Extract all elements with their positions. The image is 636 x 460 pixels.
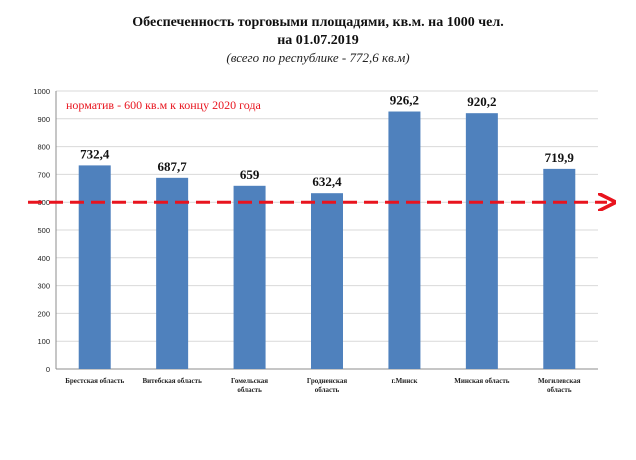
norm-layer: норматив - 600 кв.м к концу 2020 года [28, 98, 607, 202]
bar [78, 165, 111, 369]
y-tick-label: 900 [37, 115, 50, 124]
data-label: 926,2 [390, 93, 419, 108]
x-tick-label: Минская область [454, 377, 510, 385]
x-tick-label: Гомельская [231, 377, 268, 385]
x-tick-label: Могилевская [538, 377, 581, 385]
bar [388, 111, 421, 369]
labels-layer: 0 100 200 300 400 500 600 700 800 900 1000 732,4 Бре… [33, 87, 580, 394]
chart-title-line1: Обеспеченность торговыми площадями, кв.м… [132, 15, 503, 30]
y-tick-label: 200 [37, 309, 50, 318]
x-tick-label: г.Минск [391, 377, 418, 385]
data-label: 920,2 [467, 94, 496, 109]
data-label: 632,4 [312, 174, 342, 189]
bar [156, 177, 189, 369]
data-label: 732,4 [80, 146, 110, 161]
bars-layer [78, 111, 576, 369]
x-tick-label: область [315, 386, 340, 394]
y-tick-label: 100 [37, 337, 50, 346]
bar [311, 193, 343, 369]
x-tick-label: Гродненская [307, 377, 347, 385]
data-label: 687,7 [158, 159, 188, 174]
y-tick-label: 400 [37, 254, 50, 263]
y-tick-label: 800 [37, 143, 50, 152]
y-tick-label: 500 [37, 226, 50, 235]
norm-label: норматив - 600 кв.м к концу 2020 года [66, 98, 261, 112]
chart-subtitle: (всего по республике - 772,6 кв.м) [226, 50, 409, 65]
chart-title-line2: на 01.07.2019 [277, 33, 359, 48]
x-tick-label: Брестская область [65, 377, 124, 385]
bar [543, 168, 576, 369]
y-tick-label: 600 [37, 198, 50, 207]
y-tick-label: 300 [37, 282, 50, 291]
data-label: 719,9 [545, 150, 575, 165]
y-tick-label: 700 [37, 170, 50, 179]
x-tick-label: область [237, 386, 262, 394]
bar [465, 113, 498, 369]
y-tick-label: 1000 [33, 87, 50, 96]
x-tick-label: область [547, 386, 572, 394]
bar [233, 185, 266, 369]
x-tick-label: Витебская область [142, 377, 202, 385]
data-label: 659 [240, 167, 260, 182]
y-tick-label: 0 [46, 365, 50, 374]
